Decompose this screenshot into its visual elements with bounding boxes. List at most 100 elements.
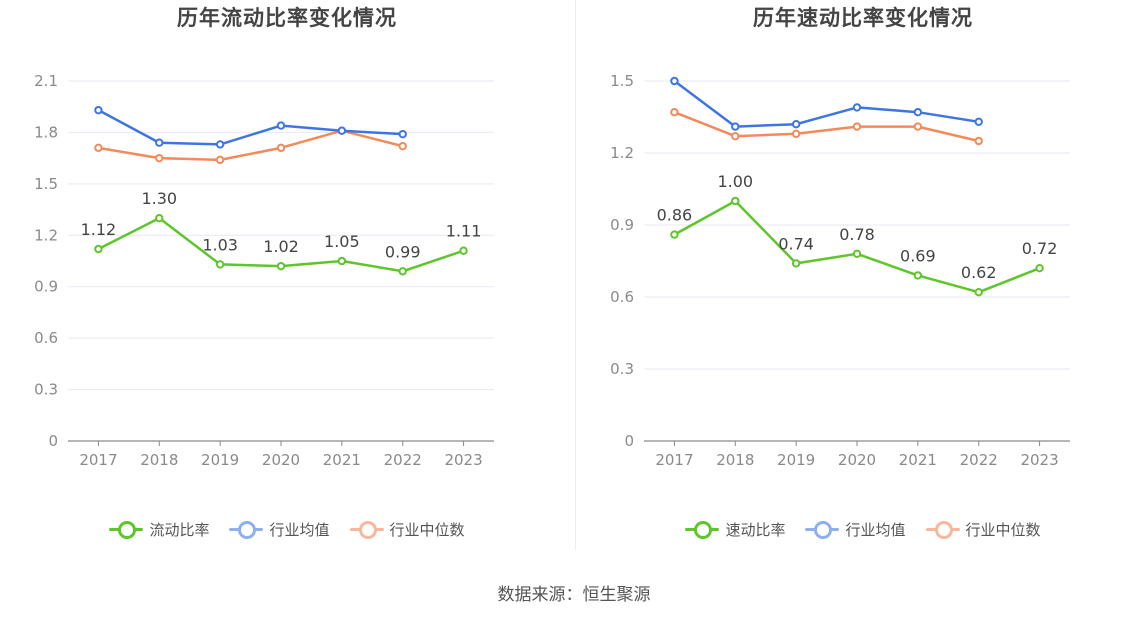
- x-tick-label: 2018: [140, 451, 178, 469]
- data-label: 1.11: [446, 222, 482, 241]
- y-tick-label: 1.2: [610, 144, 634, 162]
- data-point: [94, 244, 103, 254]
- data-point: [215, 260, 225, 269]
- y-tick-label: 0.6: [610, 288, 634, 306]
- legend-label: 行业均值: [269, 520, 330, 539]
- data-point: [155, 213, 164, 223]
- data-label: 0.86: [657, 206, 693, 225]
- data-point: [670, 108, 679, 117]
- data-label: 1.12: [81, 220, 117, 239]
- y-tick-label: 2.1: [34, 72, 58, 90]
- data-point: [852, 122, 862, 131]
- legend-label: 行业中位数: [965, 520, 1041, 539]
- series-line: [673, 111, 980, 143]
- y-tick-label: 1.8: [34, 123, 58, 141]
- legend-item-industry-median[interactable]: 行业中位数: [925, 518, 1041, 540]
- legend-line-icon: [805, 518, 840, 540]
- legend-label: 行业中位数: [389, 520, 465, 539]
- panel-divider: [575, 0, 576, 550]
- data-point: [974, 288, 983, 297]
- legend-item-quick-ratio[interactable]: 速动比率: [685, 518, 785, 540]
- data-point: [215, 140, 225, 149]
- legend-item-industry-average[interactable]: 行业均值: [229, 518, 330, 540]
- x-tick-label: 2023: [1020, 451, 1058, 469]
- data-point: [337, 256, 347, 266]
- legend-line-icon: [925, 518, 960, 540]
- x-tick-label: 2021: [323, 451, 361, 469]
- y-tick-label: 0.9: [34, 278, 58, 296]
- data-label: 0.69: [900, 246, 936, 265]
- x-tick-label: 2020: [838, 451, 876, 469]
- legend-item-industry-median[interactable]: 行业中位数: [349, 518, 465, 540]
- legend-line-icon: [109, 518, 144, 540]
- legend: 流动比率 行业均值 行业中位数: [0, 518, 574, 540]
- legend-line-icon: [349, 518, 384, 540]
- data-source: 数据来源：恒生聚源: [497, 585, 651, 605]
- data-point: [459, 246, 468, 255]
- data-point: [731, 132, 740, 141]
- data-point: [155, 153, 164, 163]
- data-point: [791, 129, 801, 139]
- x-tick-label: 2019: [201, 451, 239, 469]
- data-point: [852, 249, 862, 259]
- series-line: [97, 109, 403, 146]
- data-point: [398, 129, 407, 139]
- x-tick-label: 2022: [384, 451, 422, 469]
- y-tick-label: 1.5: [34, 175, 58, 193]
- data-point: [731, 122, 740, 131]
- y-tick-label: 0.3: [34, 381, 58, 399]
- data-point: [913, 271, 923, 280]
- data-point: [731, 196, 740, 206]
- legend-line-icon: [229, 518, 264, 540]
- data-point: [852, 103, 862, 112]
- current-ratio-chart: 0 0.3 0.6 0.9 1.2 1.5 1.8 2.1 2017 2018 2019 2020 20…: [34, 72, 494, 469]
- legend-label: 速动比率: [725, 520, 786, 539]
- y-tick-label: 0.9: [610, 216, 634, 234]
- quick-ratio-chart: 0 0.3 0.6 0.9 1.2 1.5 2017 2018 2019 2020 2021 2022…: [610, 72, 1070, 469]
- data-point: [276, 121, 286, 130]
- data-label: 0.72: [1022, 239, 1058, 258]
- data-label: 1.03: [202, 235, 238, 254]
- y-tick-label: 0.3: [610, 360, 634, 378]
- legend-label: 流动比率: [149, 520, 210, 539]
- x-tick-label: 2017: [655, 451, 693, 469]
- legend: 速动比率 行业均值 行业中位数: [576, 518, 1148, 540]
- legend-item-industry-average[interactable]: 行业均值: [805, 518, 906, 540]
- chart-title: 历年流动比率变化情况: [177, 6, 397, 30]
- data-point: [913, 122, 923, 131]
- data-point: [791, 120, 801, 129]
- data-point: [276, 261, 286, 271]
- legend-label: 行业均值: [845, 520, 906, 539]
- y-tick-label: 1.5: [610, 72, 634, 90]
- y-tick-label: 1.2: [34, 226, 58, 244]
- series-line: [98, 129, 404, 162]
- series-line: [673, 79, 979, 128]
- x-tick-label: 2017: [79, 451, 117, 469]
- data-point: [398, 267, 407, 276]
- x-tick-label: 2022: [960, 451, 998, 469]
- data-label: 1.05: [324, 232, 360, 251]
- data-point: [337, 126, 347, 135]
- data-label: 1.30: [141, 189, 177, 208]
- legend-item-current-ratio[interactable]: 流动比率: [109, 518, 209, 540]
- y-tick-label: 0: [624, 432, 634, 450]
- data-point: [974, 136, 983, 146]
- x-tick-label: 2019: [777, 451, 815, 469]
- data-point: [276, 143, 286, 153]
- data-point: [215, 155, 225, 165]
- data-label: 0.99: [385, 242, 421, 261]
- data-point: [94, 105, 103, 115]
- x-tick-label: 2018: [716, 451, 754, 469]
- current-ratio-panel: 历年流动比率变化情况 0 0.3 0.6 0.9 1.2 1.5 1.8 2.1 2017 201…: [0, 0, 574, 560]
- data-label: 0.78: [839, 225, 875, 244]
- quick-ratio-panel: 历年速动比率变化情况 0 0.3 0.6 0.9 1.2 1.5 2017 2018 2019 2…: [576, 0, 1148, 560]
- data-point: [670, 76, 679, 86]
- data-label: 1.00: [717, 172, 753, 191]
- data-point: [1035, 264, 1044, 273]
- y-tick-label: 0.6: [34, 329, 58, 347]
- legend-line-icon: [685, 518, 720, 540]
- data-label: 0.74: [778, 234, 814, 253]
- x-tick-label: 2020: [262, 451, 300, 469]
- x-tick-label: 2021: [899, 451, 937, 469]
- data-point: [791, 259, 801, 268]
